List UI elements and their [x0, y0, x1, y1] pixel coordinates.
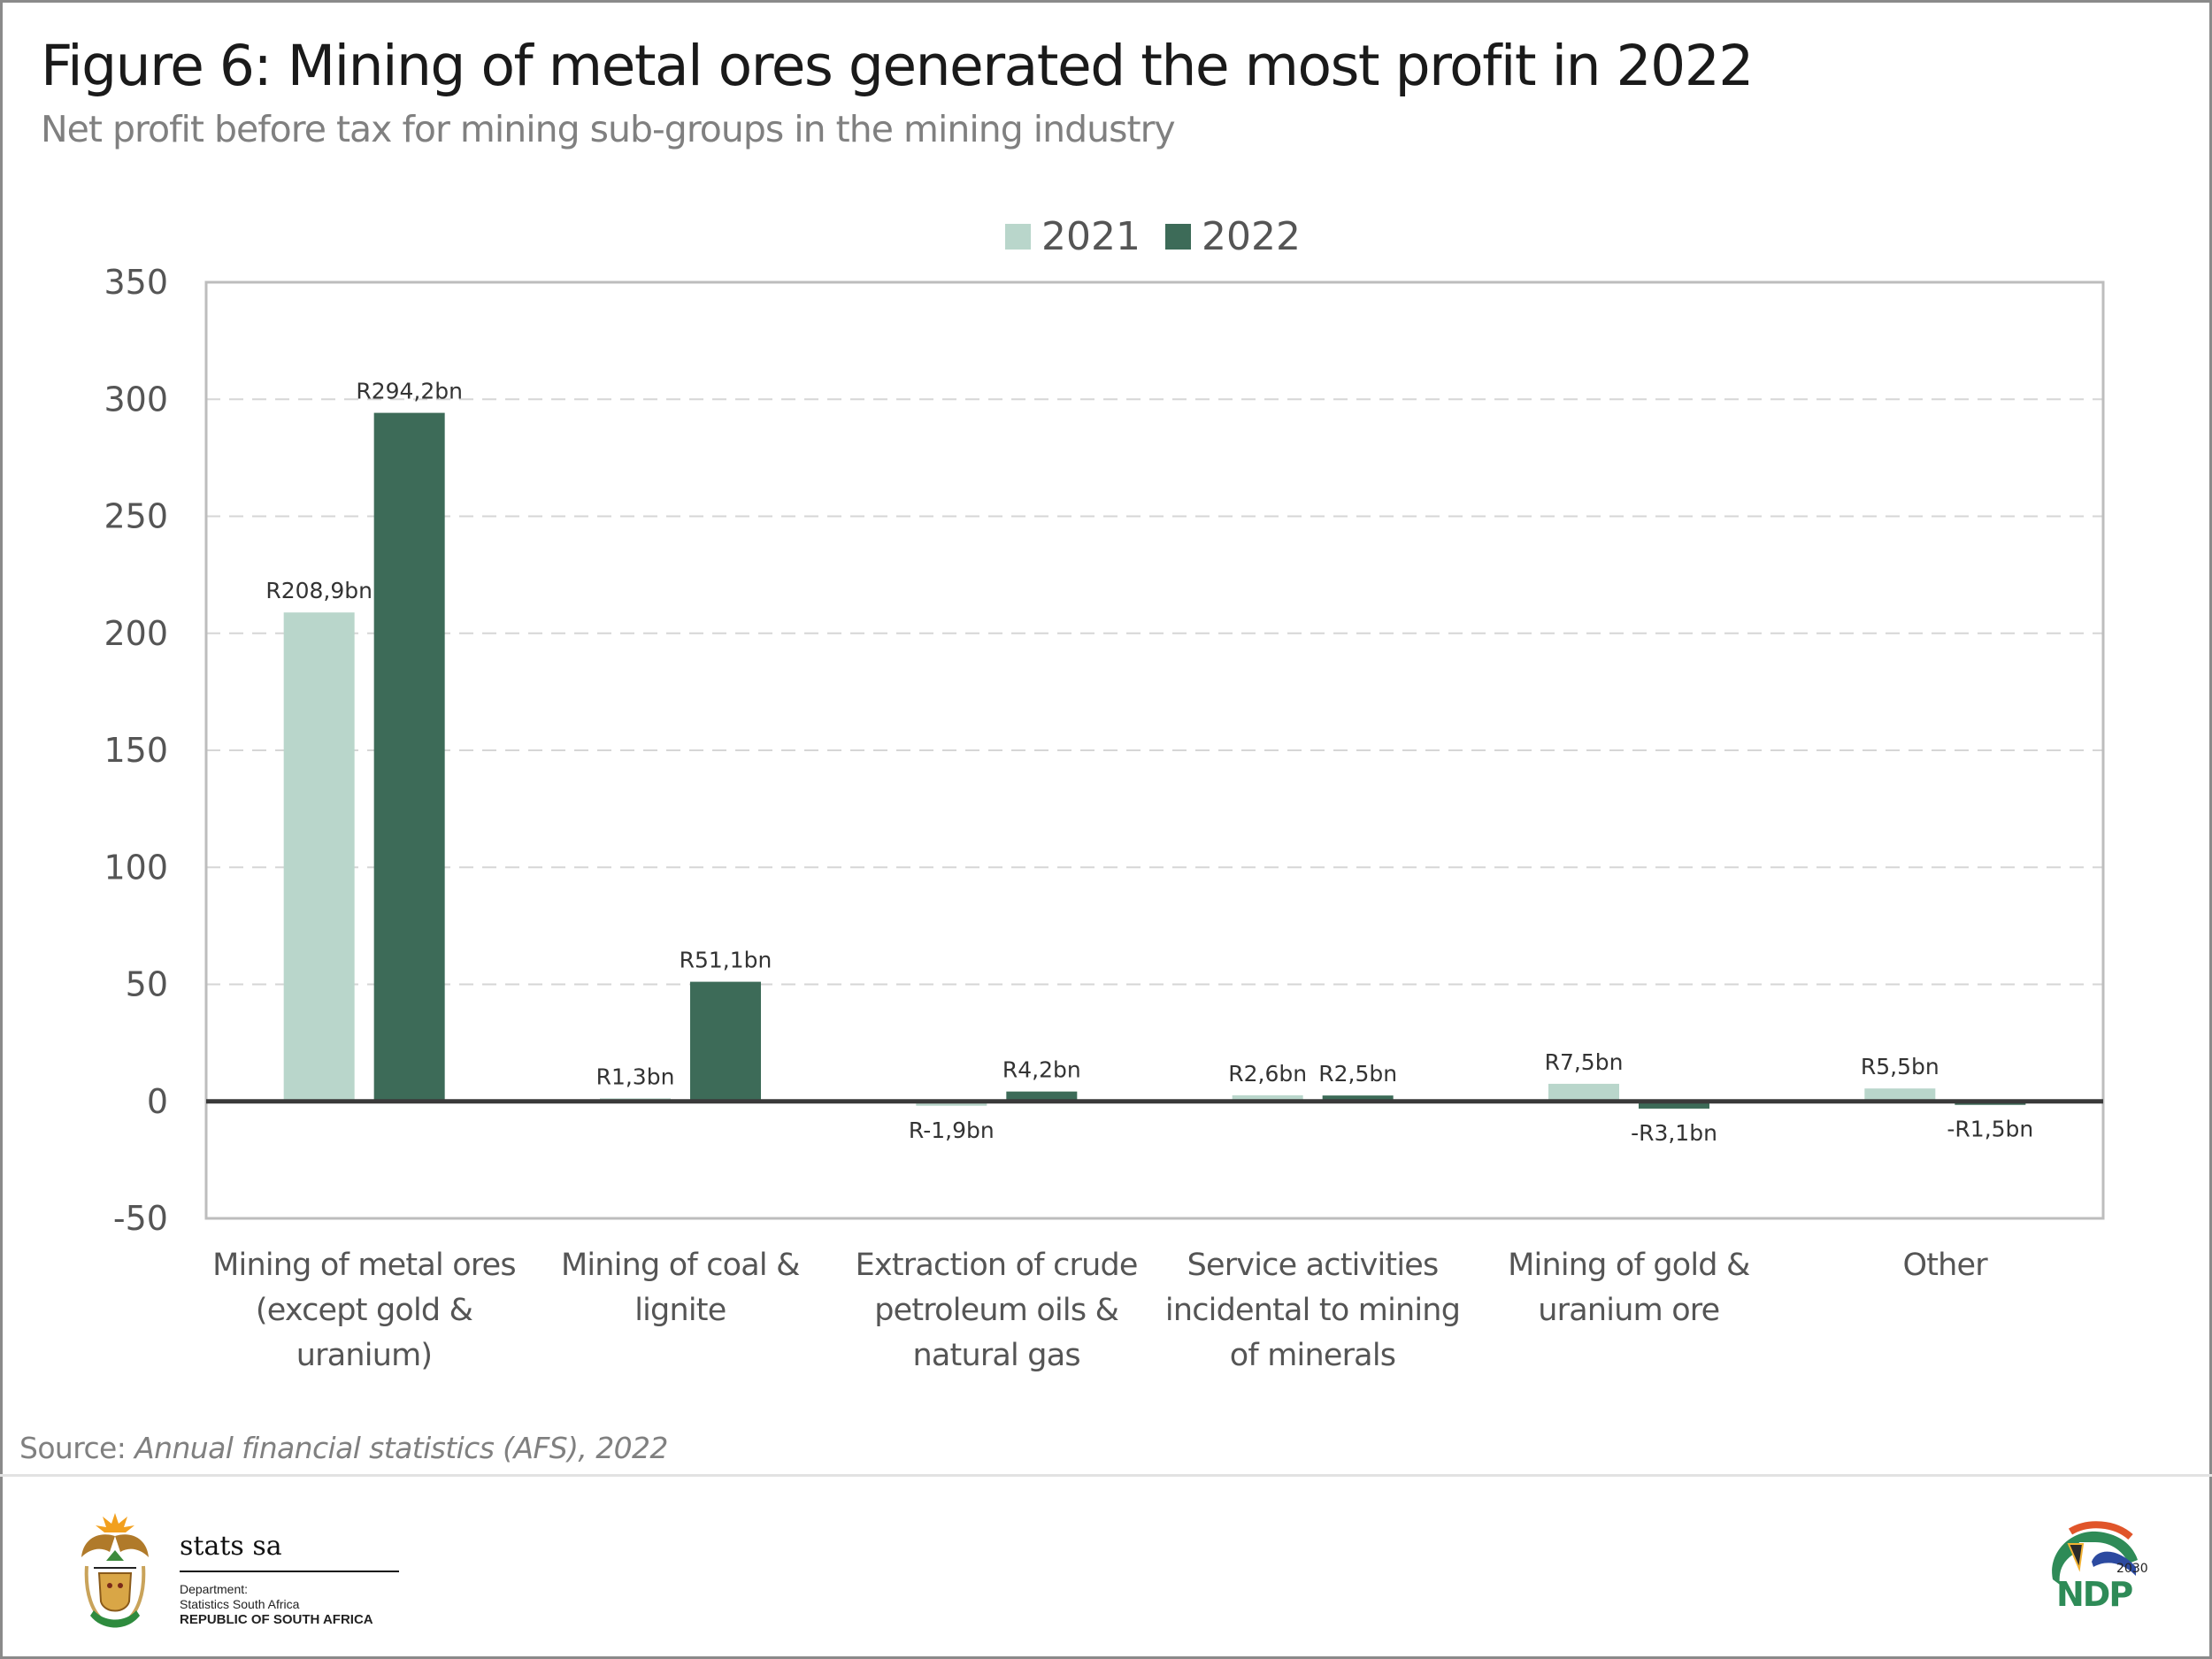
- bar-2022-2: [1006, 1091, 1078, 1102]
- data-label: R294,2bn: [356, 379, 463, 404]
- coat-of-arms-icon: [81, 1513, 149, 1628]
- x-tick-label: Other: [1787, 1243, 2103, 1288]
- legend-label-2021: 2021: [1041, 214, 1141, 259]
- data-label: -R3,1bn: [1631, 1120, 1717, 1146]
- bar-2021-2: [916, 1101, 987, 1106]
- x-tick-label-line: uranium ore: [1538, 1293, 1720, 1328]
- legend-label-2022: 2022: [1201, 214, 1301, 259]
- x-tick-label-line: of minerals: [1229, 1338, 1396, 1373]
- legend-swatch-2022: [1164, 224, 1191, 250]
- x-tick-label: Service activities incidental to mining of…: [1155, 1243, 1471, 1379]
- bar-2022-1: [690, 981, 761, 1102]
- footer-divider: [0, 1474, 2212, 1477]
- y-tick-label: 150: [104, 731, 168, 770]
- y-tick-label: 0: [147, 1082, 168, 1121]
- x-tick-label: Extraction of crude petroleum oils & natur…: [839, 1243, 1155, 1379]
- bar-2022-3: [1322, 1095, 1394, 1102]
- legend-item-2022: 2022: [1164, 214, 1301, 259]
- bar-2021-5: [1864, 1088, 1936, 1102]
- y-tick-label: 300: [104, 380, 168, 419]
- y-tick-label: 100: [104, 848, 168, 887]
- ndp-year: 2030: [2116, 1562, 2148, 1576]
- x-tick-label-line: Mining of gold &: [1508, 1248, 1750, 1283]
- y-tick-label: 50: [126, 965, 168, 1004]
- legend: 2021 2022: [1005, 214, 1325, 259]
- org-line-statssa: Statistics South Africa: [180, 1597, 300, 1611]
- x-tick-label-line: (except gold &: [255, 1293, 473, 1328]
- x-tick-label-line: lignite: [634, 1293, 726, 1328]
- org-rule: [180, 1571, 399, 1572]
- bar-2022-4: [1639, 1101, 1709, 1109]
- source-prefix: Source:: [19, 1431, 135, 1465]
- x-tick-label-line: incidental to mining: [1164, 1293, 1461, 1328]
- y-tick-label: -50: [113, 1199, 168, 1238]
- org-name: stats sa: [180, 1531, 282, 1562]
- data-label: R208,9bn: [265, 578, 373, 603]
- data-label: R-1,9bn: [909, 1118, 995, 1143]
- ndp-2030-logo: 2030 NDP: [2052, 1521, 2148, 1614]
- x-tick-label-line: uranium): [296, 1338, 433, 1373]
- bar-2021-3: [1232, 1094, 1303, 1102]
- ndp-text: NDP: [2056, 1575, 2132, 1614]
- data-label: R7,5bn: [1545, 1049, 1624, 1075]
- source-title: Annual financial statistics (AFS), 2022: [134, 1431, 668, 1465]
- data-label: R2,6bn: [1228, 1061, 1307, 1087]
- source-note: Source: Annual financial statistics (AFS…: [19, 1431, 668, 1465]
- data-label: R4,2bn: [1002, 1057, 1081, 1083]
- x-tick-label-line: Mining of metal ores: [212, 1248, 516, 1283]
- data-label: R51,1bn: [680, 948, 772, 973]
- chart-subtitle: Net profit before tax for mining sub-gro…: [41, 108, 1176, 150]
- org-line-department: Department:: [180, 1582, 249, 1596]
- data-label: R5,5bn: [1861, 1054, 1939, 1079]
- x-tick-label: Mining of metal ores (except gold & uraniu…: [206, 1243, 522, 1379]
- data-label: R1,3bn: [596, 1064, 675, 1089]
- x-tick-label-line: Mining of coal &: [560, 1248, 800, 1283]
- x-tick-label: Mining of gold & uranium ore: [1471, 1243, 1786, 1333]
- y-tick-label: 350: [104, 263, 168, 302]
- bar-2022-0: [373, 412, 445, 1102]
- x-tick-label-line: petroleum oils &: [874, 1293, 1119, 1328]
- legend-item-2021: 2021: [1005, 214, 1141, 259]
- y-tick-label: 200: [104, 614, 168, 653]
- bar-2021-0: [283, 612, 355, 1102]
- stats-sa-logo: stats sa Department: Statistics South Af…: [53, 1504, 425, 1637]
- plot-area-border: [204, 280, 2105, 1220]
- legend-swatch-2021: [1005, 224, 1031, 250]
- org-line-republic: REPUBLIC OF SOUTH AFRICA: [180, 1612, 373, 1627]
- chart-title: Figure 6: Mining of metal ores generated…: [41, 34, 1754, 98]
- x-tick-label: Mining of coal & lignite: [522, 1243, 838, 1333]
- x-tick-label-line: Extraction of crude: [855, 1248, 1139, 1283]
- x-tick-label-line: Other: [1902, 1248, 1987, 1283]
- data-label: -R1,5bn: [1947, 1117, 2033, 1142]
- y-tick-label: 250: [104, 497, 168, 536]
- bar-2021-4: [1548, 1083, 1619, 1102]
- x-tick-label-line: Service activities: [1187, 1248, 1440, 1283]
- data-label: R2,5bn: [1318, 1061, 1397, 1087]
- x-tick-label-line: natural gas: [912, 1338, 1080, 1373]
